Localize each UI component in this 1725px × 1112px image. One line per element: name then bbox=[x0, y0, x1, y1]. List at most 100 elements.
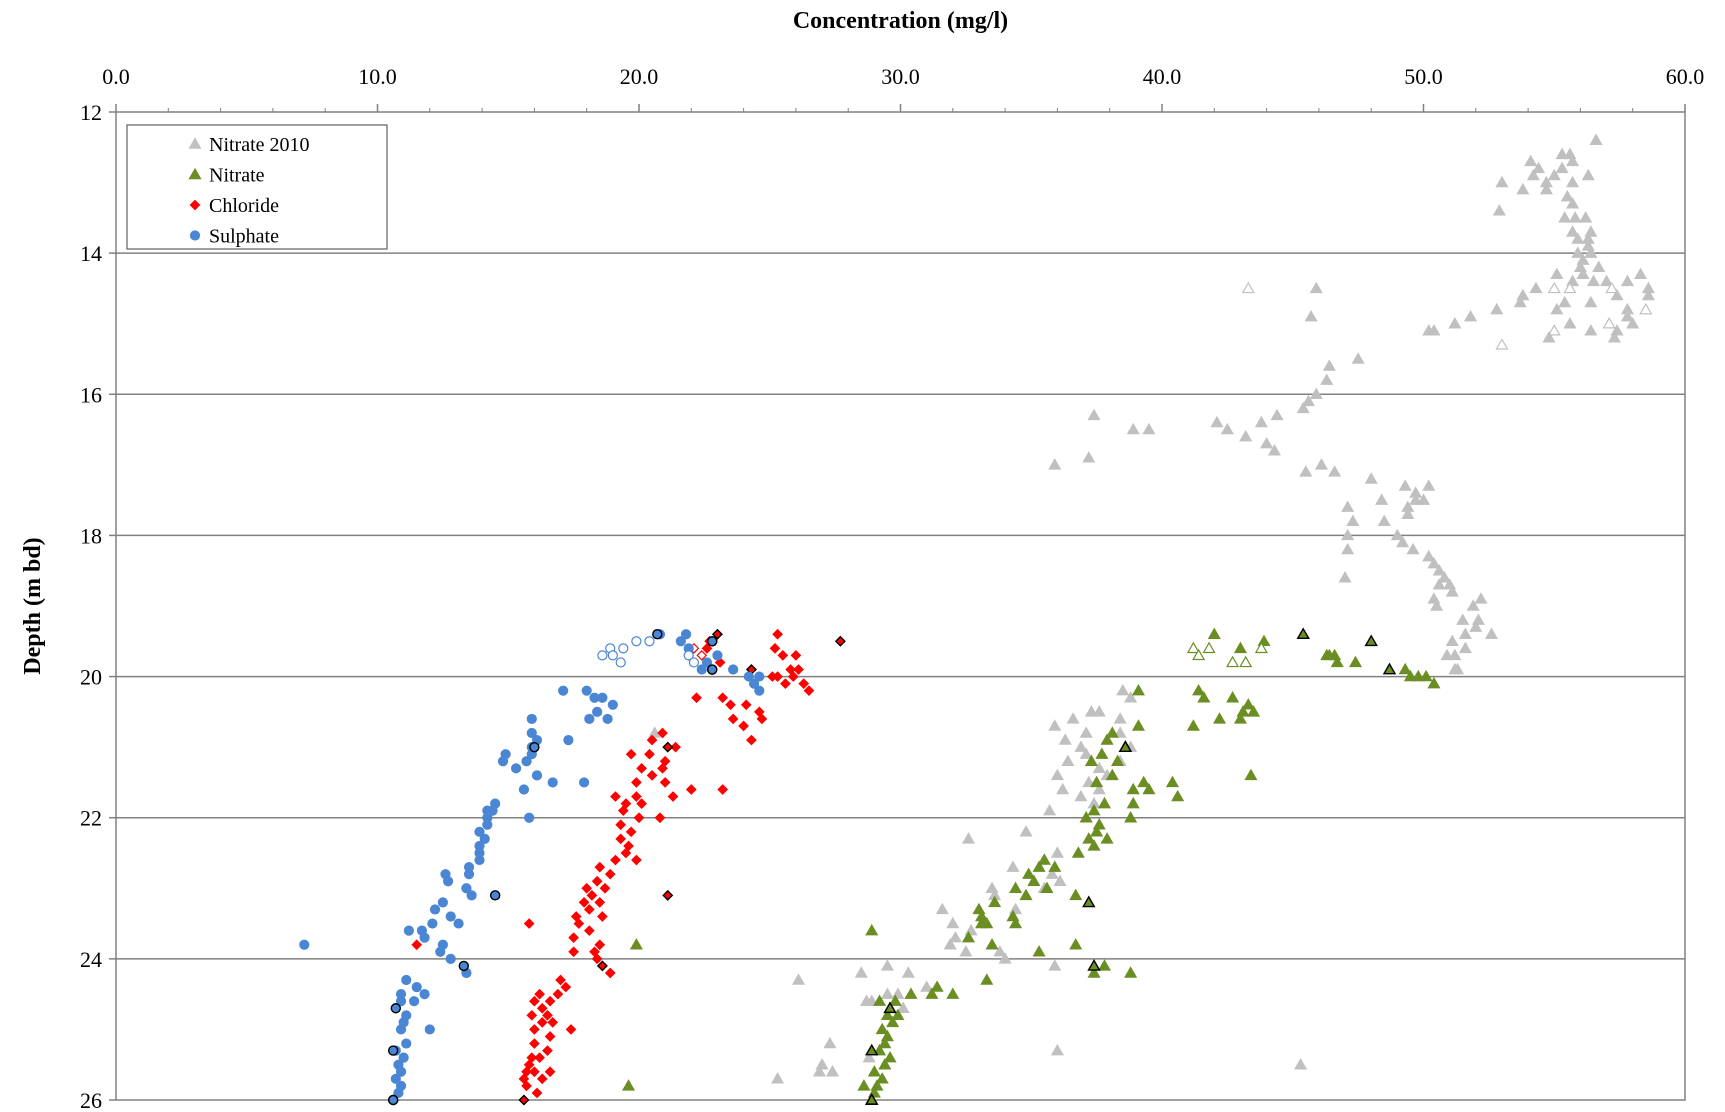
nitrate-2010-point bbox=[1398, 479, 1412, 491]
series-chloride bbox=[411, 628, 846, 1106]
chloride-point bbox=[662, 741, 674, 753]
nitrate-2010-point bbox=[1550, 267, 1564, 280]
x-tick-label: 30.0 bbox=[881, 64, 920, 89]
nitrate-point bbox=[886, 1015, 900, 1028]
nitrate-2010-point bbox=[1584, 295, 1598, 308]
chloride-point bbox=[636, 798, 647, 809]
nitrate-2010-point bbox=[1458, 641, 1472, 654]
nitrate-2010-point bbox=[1320, 373, 1334, 385]
nitrate-2010-point bbox=[825, 1065, 840, 1077]
sulphate-point bbox=[435, 946, 446, 957]
nitrate-2010-point bbox=[1341, 500, 1355, 512]
nitrate-2010-point bbox=[1576, 267, 1590, 280]
legend-label: Sulphate bbox=[209, 226, 279, 248]
nitrate-point bbox=[1226, 691, 1240, 703]
nitrate-point bbox=[1137, 775, 1151, 788]
sulphate-point bbox=[419, 932, 430, 943]
nitrate-point bbox=[1097, 959, 1112, 971]
nitrate-2010-point bbox=[1555, 147, 1569, 160]
nitrate-point bbox=[1296, 627, 1310, 640]
chloride-point bbox=[793, 664, 804, 675]
chloride-point bbox=[583, 904, 595, 915]
nitrate-2010-point bbox=[1296, 401, 1310, 414]
nitrate-2010-point bbox=[880, 959, 894, 971]
nitrate-2010-point bbox=[1124, 691, 1138, 703]
sulphate-point bbox=[680, 629, 692, 640]
nitrate-point bbox=[1246, 705, 1261, 717]
sulphate-point bbox=[497, 756, 509, 767]
nitrate-2010-point bbox=[1045, 867, 1059, 879]
nitrate-2010-point bbox=[1210, 415, 1224, 428]
nitrate-point bbox=[980, 973, 994, 985]
sulphate-point bbox=[487, 805, 498, 816]
legend-label: Nitrate bbox=[209, 165, 265, 187]
sulphate-point bbox=[427, 918, 438, 929]
chloride-point bbox=[625, 748, 637, 760]
chloride-point bbox=[769, 642, 781, 654]
chloride-point bbox=[662, 889, 674, 901]
nitrate-2010-point bbox=[1364, 472, 1378, 484]
sulphate-point bbox=[387, 1045, 399, 1056]
chloride-point bbox=[657, 762, 668, 774]
nitrate-2010-point bbox=[1074, 789, 1088, 802]
series-sulphate bbox=[299, 629, 765, 1106]
nitrate-2010-point bbox=[943, 938, 957, 950]
nitrate-2010-point bbox=[946, 916, 960, 929]
nitrate-2010-point bbox=[1351, 352, 1365, 364]
sulphate-point bbox=[644, 636, 655, 647]
y-tick-label: 18 bbox=[80, 523, 102, 548]
nitrate-2010-point bbox=[1056, 782, 1070, 795]
nitrate-2010-point bbox=[1641, 288, 1655, 301]
chloride-point bbox=[625, 826, 637, 838]
nitrate-2010-point bbox=[1563, 281, 1577, 294]
nitrate-point bbox=[1019, 888, 1033, 901]
nitrate-2010-point bbox=[1058, 733, 1072, 745]
sulphate-point bbox=[461, 883, 472, 894]
sulphate-point bbox=[597, 650, 608, 661]
y-tick-label: 12 bbox=[80, 100, 102, 125]
nitrate-2010-point bbox=[1294, 1058, 1308, 1070]
nitrate-point bbox=[878, 1058, 892, 1070]
chloride-point bbox=[518, 1094, 530, 1106]
sulphate-point bbox=[529, 741, 540, 753]
nitrate-2010-point bbox=[998, 952, 1012, 964]
chloride-point bbox=[756, 713, 768, 725]
chloride-point bbox=[659, 777, 671, 788]
nitrate-point bbox=[1192, 648, 1206, 661]
nitrate-2010-point bbox=[880, 987, 894, 999]
chloride-point bbox=[521, 1080, 532, 1092]
nitrate-2010-point bbox=[1566, 197, 1580, 209]
nitrate-2010-point bbox=[812, 1065, 826, 1077]
nitrate-point bbox=[930, 980, 944, 992]
nitrate-2010-point bbox=[1566, 175, 1580, 188]
y-tick-label: 14 bbox=[80, 241, 102, 266]
nitrate-2010-point bbox=[1092, 705, 1106, 717]
chloride-point bbox=[534, 988, 545, 1000]
nitrate-point bbox=[1082, 895, 1096, 908]
sulphate-point bbox=[409, 996, 420, 1007]
legend-box bbox=[126, 124, 388, 250]
sulphate-point bbox=[518, 784, 530, 795]
nitrate-point bbox=[1048, 860, 1062, 872]
nitrate-point bbox=[1131, 719, 1145, 731]
sulphate-point bbox=[743, 671, 754, 682]
nitrate-2010-point bbox=[1142, 422, 1156, 435]
chloride-point bbox=[657, 727, 668, 739]
legend-marker bbox=[188, 167, 202, 180]
nitrate-2010-point bbox=[1422, 549, 1436, 562]
chloride-point bbox=[777, 650, 789, 661]
nitrate-point bbox=[1105, 768, 1119, 781]
nitrate-2010-point bbox=[1043, 803, 1057, 816]
nitrate-point bbox=[1207, 627, 1221, 639]
sulphate-point bbox=[683, 650, 694, 661]
sulphate-point bbox=[390, 1073, 401, 1084]
y-axis-title: Depth (m bd) bbox=[20, 537, 46, 674]
legend-label: Chloride bbox=[209, 195, 279, 217]
nitrate-2010-point bbox=[1239, 429, 1253, 442]
legend-item-chloride: Chloride bbox=[189, 195, 279, 217]
nitrate-2010-point bbox=[1563, 317, 1577, 329]
legend-marker bbox=[189, 199, 201, 211]
nitrate-point bbox=[1090, 775, 1104, 788]
chloride-point bbox=[767, 671, 778, 682]
nitrate-2010-point bbox=[1092, 761, 1106, 774]
